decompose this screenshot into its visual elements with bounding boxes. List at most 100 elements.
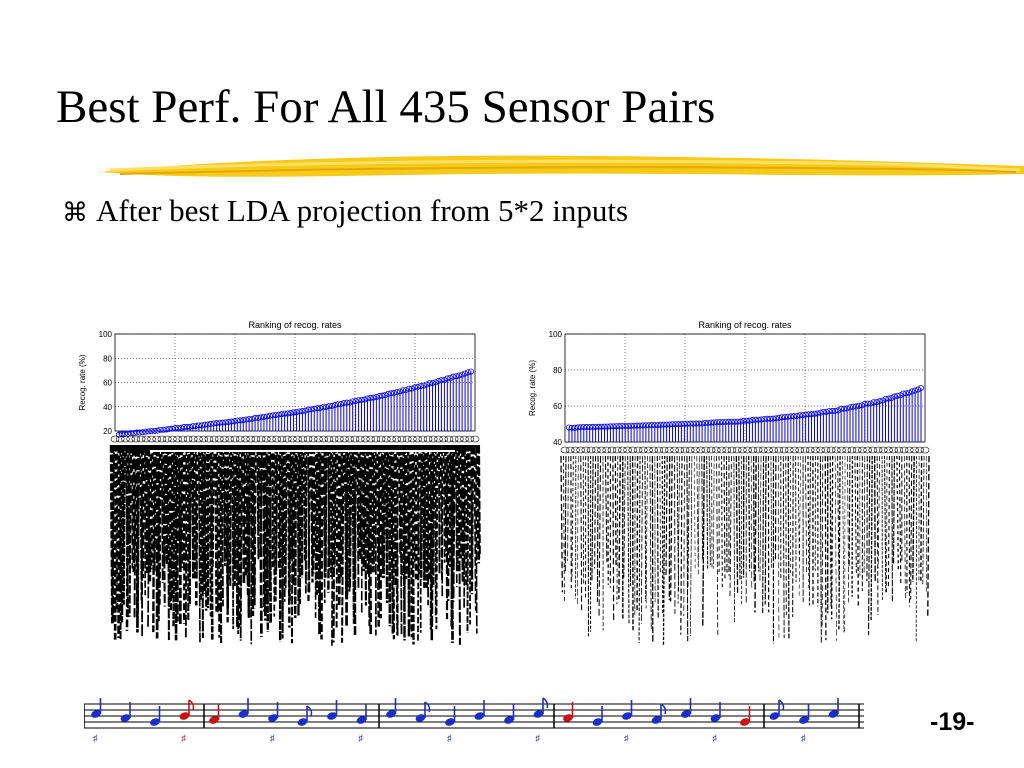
x-tick-label-mark — [729, 455, 732, 597]
x-tick-label-mark — [229, 444, 233, 586]
x-tick-label-mark — [644, 455, 647, 602]
label-marker — [157, 435, 167, 443]
label-marker — [168, 435, 177, 443]
x-tick-label-mark — [567, 455, 569, 561]
note-flag — [660, 703, 667, 715]
label-marker — [816, 446, 825, 454]
chart-right: Ranking of recog. rates Recog. rate (%) 40… — [528, 320, 930, 645]
label-marker — [277, 435, 287, 443]
stem-marker — [467, 368, 474, 375]
x-tick-label-mark — [463, 444, 466, 608]
label-marker — [607, 446, 617, 454]
x-tick-label-mark — [808, 455, 811, 606]
x-tick-label-mark — [199, 444, 202, 602]
x-tick-label-mark — [623, 455, 626, 579]
x-tick-label-mark — [442, 444, 446, 563]
y-tick-label: 40 — [103, 403, 112, 412]
x-tick-label-mark — [333, 444, 337, 567]
x-tick-label-mark — [268, 444, 273, 595]
x-tick-label-mark — [706, 455, 709, 569]
label-marker — [272, 435, 282, 443]
label-marker — [470, 435, 480, 443]
label-marker — [251, 435, 261, 443]
x-tick-label-mark — [910, 455, 913, 600]
x-tick-label-mark — [153, 444, 157, 573]
x-tick-label-mark — [753, 455, 755, 582]
label-marker — [449, 435, 459, 443]
x-tick-label-mark — [476, 444, 481, 564]
x-tick-label-mark — [473, 444, 477, 611]
label-marker — [183, 435, 193, 443]
x-tick-label-mark — [564, 455, 567, 572]
label-marker — [795, 446, 805, 454]
label-marker — [732, 446, 742, 454]
x-tick-label-mark — [887, 455, 891, 587]
x-tick-label-mark — [661, 455, 664, 614]
label-marker — [779, 446, 789, 454]
x-tick-label-mark — [302, 444, 306, 561]
x-tick-label-mark — [475, 444, 478, 634]
label-marker — [852, 446, 862, 454]
x-tick-label-mark — [298, 444, 302, 605]
label-marker — [173, 435, 182, 443]
bullet-item: ⌘ After best LDA projection from 5*2 inpu… — [62, 195, 628, 226]
sharp-sign: ♯ — [801, 733, 806, 743]
label-marker — [565, 446, 575, 454]
label-marker — [361, 435, 370, 443]
stem-series — [116, 368, 474, 438]
note-head — [120, 714, 131, 722]
note-head — [415, 714, 426, 722]
stem-marker — [145, 428, 152, 435]
x-tick-label-mark — [708, 455, 711, 566]
label-marker — [340, 435, 349, 443]
label-marker — [262, 435, 271, 443]
x-tick-label-mark — [191, 444, 195, 579]
x-tick-label-mark — [372, 444, 376, 573]
label-marker — [215, 435, 224, 443]
x-tick-label-mark — [837, 455, 840, 593]
label-marker — [863, 446, 872, 454]
label-marker — [241, 435, 250, 443]
label-marker — [382, 435, 391, 443]
label-marker — [329, 435, 339, 443]
x-tick-label-mark — [792, 455, 794, 618]
x-tick-label-mark — [451, 444, 456, 603]
note-head — [445, 718, 455, 726]
label-marker — [126, 435, 135, 443]
label-marker — [586, 446, 596, 454]
x-tick-label-mark — [243, 444, 248, 578]
y-tick-label: 100 — [549, 330, 563, 339]
label-marker — [335, 435, 344, 443]
note-head — [681, 710, 691, 718]
x-tick-label-mark — [393, 444, 397, 587]
label-marker — [837, 446, 846, 454]
label-marker — [350, 435, 360, 443]
x-tick-label-mark — [713, 455, 715, 569]
label-marker — [387, 435, 396, 443]
x-tick-label-mark — [208, 444, 212, 617]
x-tick-label-mark — [782, 455, 785, 639]
x-tick-label-mark — [184, 444, 188, 638]
x-tick-label-mark — [649, 455, 652, 632]
label-marker — [821, 446, 831, 454]
x-tick-label-mark — [331, 444, 334, 646]
note-flag — [306, 705, 313, 717]
y-tick-label: 80 — [103, 354, 112, 363]
label-marker — [465, 435, 475, 443]
x-tick-label-mark — [640, 455, 643, 624]
x-tick-label-mark — [470, 444, 475, 595]
x-tick-label-mark — [357, 444, 362, 559]
label-marker — [811, 446, 820, 454]
x-tick-label-mark — [128, 444, 133, 617]
label-marker — [873, 446, 883, 454]
stem-marker — [133, 429, 140, 436]
x-tick-label-mark — [233, 444, 238, 587]
note-head — [592, 718, 603, 726]
x-tick-label-mark — [386, 444, 390, 557]
x-tick-label-mark — [847, 455, 850, 603]
x-tick-label-mark — [382, 444, 387, 578]
x-tick-label-mark — [200, 444, 204, 638]
x-tick-label-mark — [318, 444, 322, 632]
x-tick-label-mark — [148, 444, 153, 584]
note-head — [799, 716, 809, 724]
